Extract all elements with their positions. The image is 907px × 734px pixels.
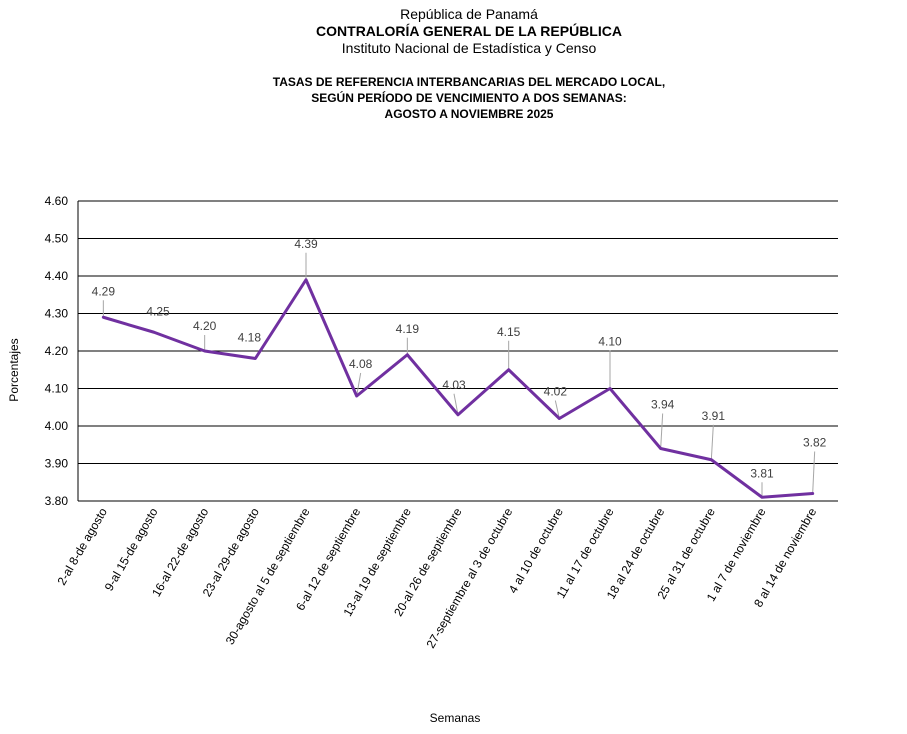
chart-title-line-2: SEGÚN PERÍODO DE VENCIMIENTO A DOS SEMAN… — [311, 91, 627, 105]
series-line — [101, 278, 815, 499]
leader-line — [660, 413, 664, 449]
chart-title-line-1: TASAS DE REFERENCIA INTERBANCARIAS DEL M… — [272, 75, 666, 89]
y-tick-label: 4.10 — [45, 382, 69, 396]
data-label: 4.08 — [349, 357, 373, 371]
data-label: 4.29 — [92, 284, 116, 298]
data-label: 4.02 — [544, 385, 568, 399]
y-axis-ticks: 3.80 3.90 4.00 4.10 4.20 4.30 4.40 4.50 4.60 — [45, 194, 69, 508]
data-label: 3.81 — [750, 466, 774, 480]
x-tick-label: 16-al 22-de agosto — [149, 505, 211, 599]
y-tick-label: 3.80 — [45, 494, 69, 508]
x-tick-label: 11 al 17 de octubre — [554, 505, 617, 600]
y-tick-label: 4.60 — [45, 194, 69, 208]
report-header: República de Panamá CONTRALORÍA GENERAL … — [0, 6, 907, 57]
data-label: 4.19 — [396, 322, 420, 336]
chart-title: TASAS DE REFERENCIA INTERBANCARIAS DEL M… — [0, 74, 907, 122]
y-tick-label: 4.20 — [45, 344, 69, 358]
data-label: 4.15 — [497, 325, 521, 339]
leader-line — [812, 451, 816, 494]
institution-name: CONTRALORÍA GENERAL DE LA REPÚBLICA — [316, 23, 622, 39]
data-label: 3.82 — [803, 436, 827, 450]
leader-line — [356, 372, 362, 397]
chart-title-line-3: AGOSTO A NOVIEMBRE 2025 — [384, 107, 554, 121]
y-tick-label: 4.40 — [45, 269, 69, 283]
data-label: 4.10 — [598, 335, 622, 349]
y-tick-label: 4.30 — [45, 307, 69, 321]
country-name: República de Panamá — [400, 6, 538, 22]
x-tick-label: 27-septiembre al 3 de octubre — [423, 505, 515, 650]
x-axis-title: Semanas — [430, 711, 481, 725]
x-tick-label: 9-al 15-de agosto — [102, 505, 161, 593]
data-label: 3.94 — [651, 398, 675, 412]
leader-line — [554, 400, 560, 419]
x-tick-label: 2-al 8-de agosto — [54, 505, 110, 587]
data-label: 4.20 — [193, 319, 217, 333]
institute-name: Instituto Nacional de Estadística y Cens… — [341, 40, 597, 56]
data-label: 3.91 — [702, 409, 726, 423]
x-tick-label: 4 al 10 de octubre — [506, 505, 566, 595]
data-labels: 4.29 4.25 4.20 4.18 4.39 4.08 4.19 4.03 4.15 4.02… — [92, 237, 827, 481]
leader-line — [710, 424, 714, 460]
series-polyline — [101, 278, 815, 499]
y-tick-label: 4.00 — [45, 419, 69, 433]
data-label: 4.18 — [238, 331, 262, 345]
data-label: 4.39 — [294, 237, 318, 251]
gridlines — [77, 200, 838, 502]
x-tick-label: 30-agosto al 5 de septiembre — [223, 505, 313, 647]
y-tick-label: 3.90 — [45, 457, 69, 471]
y-tick-label: 4.50 — [45, 232, 69, 246]
x-tick-label: 23-al 29-de agosto — [200, 505, 262, 599]
data-label: 4.25 — [146, 304, 170, 318]
y-axis-title: Porcentajes — [7, 338, 21, 401]
label-leader-lines — [102, 252, 816, 498]
data-label: 4.03 — [442, 378, 466, 392]
leader-line — [453, 393, 459, 415]
